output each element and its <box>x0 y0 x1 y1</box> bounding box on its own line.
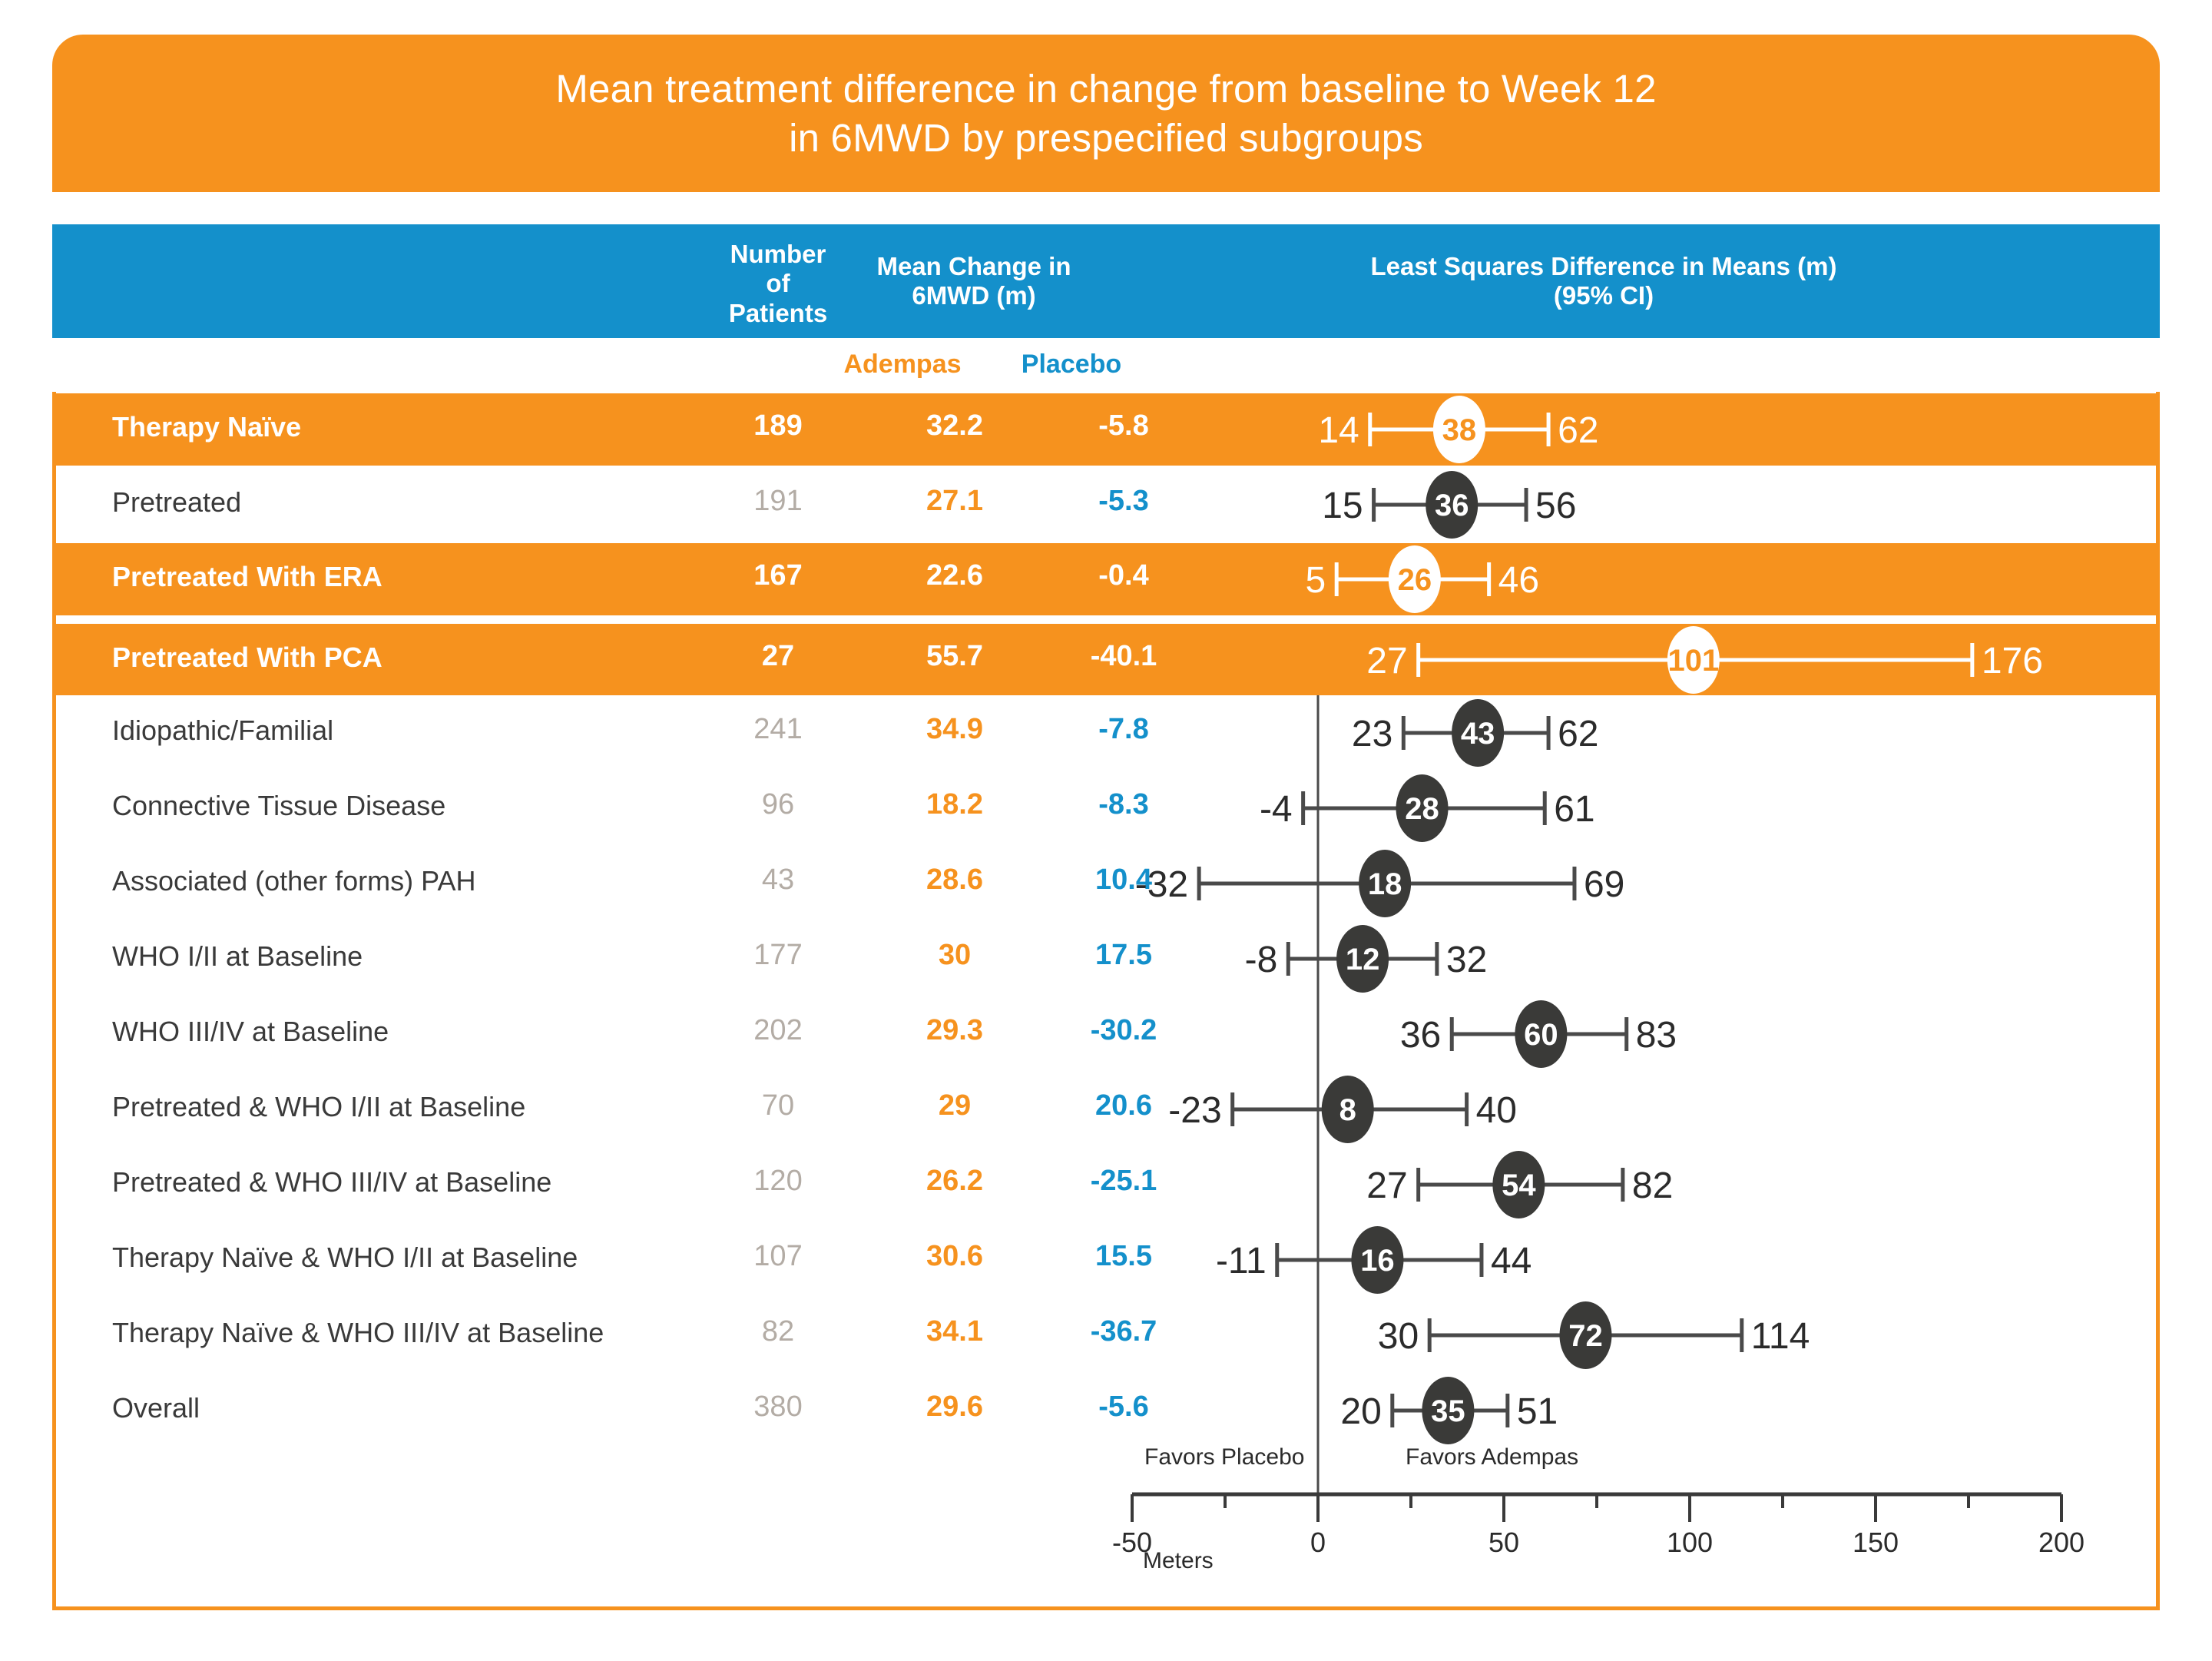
row-label: Idiopathic/Familial <box>112 714 334 746</box>
cell-adempas-mean: 29 <box>938 1089 972 1122</box>
axis-tick-label: 150 <box>1852 1527 1899 1558</box>
table-row: WHO I/II at Baseline 177 30 17.5 <box>52 921 2160 996</box>
cell-adempas-mean: 34.1 <box>926 1315 983 1348</box>
table-row: Pretreated & WHO III/IV at Baseline 120 26… <box>52 1147 2160 1222</box>
axis-tick-label: 0 <box>1310 1527 1326 1558</box>
cell-placebo-mean: 20.6 <box>1095 1089 1152 1122</box>
row-label: Pretreated With PCA <box>112 642 382 673</box>
table-row: Pretreated With PCA 27 55.7 -40.1 <box>52 624 2160 695</box>
cell-number-of-patients: 167 <box>753 559 803 592</box>
cell-number-of-patients: 70 <box>761 1089 795 1122</box>
cell-adempas-mean: 22.6 <box>926 559 983 592</box>
cell-adempas-mean: 28.6 <box>926 864 983 896</box>
cell-number-of-patients: 27 <box>761 640 795 672</box>
cell-placebo-mean: 10.4 <box>1095 864 1152 896</box>
row-label: Therapy Naïve & WHO III/IV at Baseline <box>112 1317 604 1348</box>
table-row: Pretreated & WHO I/II at Baseline 70 29 20.… <box>52 1072 2160 1147</box>
axis-tick-label: 200 <box>2038 1527 2085 1558</box>
table-row: Idiopathic/Familial 241 34.9 -7.8 <box>52 695 2160 771</box>
cell-number-of-patients: 202 <box>753 1014 803 1046</box>
axis-tick-label: 50 <box>1488 1527 1520 1558</box>
table-row: WHO III/IV at Baseline 202 29.3 -30.2 <box>52 996 2160 1072</box>
table-row: Connective Tissue Disease 96 18.2 -8.3 <box>52 771 2160 846</box>
row-label: Pretreated & WHO III/IV at Baseline <box>112 1166 552 1198</box>
axis-unit-label: Meters <box>1143 1548 1214 1573</box>
table-row: Therapy Naïve 189 32.2 -5.8 <box>52 393 2160 466</box>
cell-adempas-mean: 26.2 <box>926 1165 983 1197</box>
cell-number-of-patients: 189 <box>753 409 803 442</box>
table-row: Therapy Naïve & WHO III/IV at Baseline 82… <box>52 1298 2160 1373</box>
cell-number-of-patients: 120 <box>753 1165 803 1197</box>
cell-placebo-mean: -5.8 <box>1098 409 1149 442</box>
table-row: Overall 380 29.6 -5.6 <box>52 1373 2160 1448</box>
cell-adempas-mean: 29.6 <box>926 1391 983 1423</box>
cell-adempas-mean: 30.6 <box>926 1240 983 1272</box>
favors-placebo-label: Favors Placebo <box>1144 1444 1305 1470</box>
cell-adempas-mean: 32.2 <box>926 409 983 442</box>
row-label: Therapy Naïve & WHO I/II at Baseline <box>112 1242 578 1273</box>
cell-placebo-mean: -30.2 <box>1090 1014 1157 1046</box>
table-row: Associated (other forms) PAH 43 28.6 10.4 <box>52 846 2160 921</box>
cell-placebo-mean: -7.8 <box>1098 713 1149 745</box>
row-label: Overall <box>112 1392 200 1424</box>
cell-placebo-mean: -0.4 <box>1098 559 1149 592</box>
cell-adempas-mean: 18.2 <box>926 788 983 821</box>
title-line-2: in 6MWD by prespecified subgroups <box>789 115 1423 160</box>
cell-placebo-mean: -8.3 <box>1098 788 1149 821</box>
row-label: Therapy Naïve <box>112 411 302 443</box>
cell-adempas-mean: 34.9 <box>926 713 983 745</box>
cell-placebo-mean: 17.5 <box>1095 939 1152 971</box>
row-label: Pretreated With ERA <box>112 561 382 592</box>
sub-header-bar <box>52 338 2160 392</box>
cell-placebo-mean: -40.1 <box>1090 640 1157 672</box>
row-label: WHO III/IV at Baseline <box>112 1016 389 1047</box>
cell-number-of-patients: 107 <box>753 1240 803 1272</box>
page-title: Mean treatment difference in change from… <box>555 65 1656 161</box>
header-placebo: Placebo <box>1021 350 1122 379</box>
cell-number-of-patients: 380 <box>753 1391 803 1423</box>
table-row: Pretreated With ERA 167 22.6 -0.4 <box>52 543 2160 615</box>
title-line-1: Mean treatment difference in change from… <box>555 67 1657 111</box>
cell-adempas-mean: 29.3 <box>926 1014 983 1046</box>
table-row: Therapy Naïve & WHO I/II at Baseline 107 3… <box>52 1222 2160 1298</box>
header-adempas: Adempas <box>843 350 962 379</box>
row-label: Associated (other forms) PAH <box>112 865 476 897</box>
row-label: Connective Tissue Disease <box>112 790 446 821</box>
cell-number-of-patients: 43 <box>761 864 795 896</box>
row-label: WHO I/II at Baseline <box>112 940 363 972</box>
cell-number-of-patients: 82 <box>761 1315 795 1348</box>
favors-adempas-label: Favors Adempas <box>1406 1444 1579 1470</box>
cell-number-of-patients: 96 <box>761 788 795 821</box>
cell-number-of-patients: 177 <box>753 939 803 971</box>
cell-number-of-patients: 241 <box>753 713 803 745</box>
header-number-of-patients: Number of Patients <box>728 240 828 327</box>
row-label: Pretreated & WHO I/II at Baseline <box>112 1091 526 1122</box>
axis-tick-label: 100 <box>1666 1527 1714 1558</box>
cell-placebo-mean: -25.1 <box>1090 1165 1157 1197</box>
cell-placebo-mean: 15.5 <box>1095 1240 1152 1272</box>
header-least-squares: Least Squares Difference in Means (m) (95… <box>1370 252 1837 310</box>
row-label: Pretreated <box>112 486 242 518</box>
cell-adempas-mean: 30 <box>938 939 972 971</box>
header-mean-change: Mean Change in 6MWD (m) <box>876 252 1071 310</box>
table-row: Pretreated 191 27.1 -5.3 <box>52 466 2160 543</box>
cell-number-of-patients: 191 <box>753 485 803 517</box>
cell-adempas-mean: 27.1 <box>926 485 983 517</box>
title-banner: Mean treatment difference in change from… <box>52 35 2160 192</box>
cell-placebo-mean: -5.3 <box>1098 485 1149 517</box>
cell-placebo-mean: -36.7 <box>1090 1315 1157 1348</box>
axis-tick-label: -50 <box>1111 1527 1153 1558</box>
column-header-bar: Number of Patients Mean Change in 6MWD (m) … <box>52 224 2160 338</box>
cell-adempas-mean: 55.7 <box>926 640 983 672</box>
cell-placebo-mean: -5.6 <box>1098 1391 1149 1423</box>
